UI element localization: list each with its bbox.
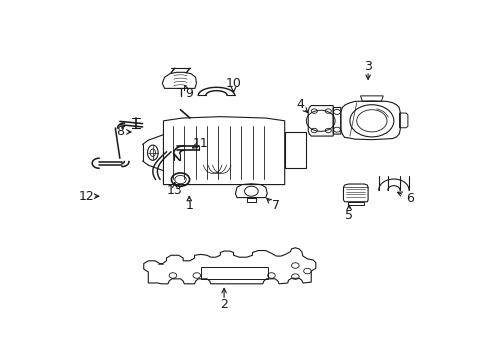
Text: 2: 2 bbox=[220, 298, 227, 311]
Text: 5: 5 bbox=[345, 208, 352, 221]
Text: 4: 4 bbox=[295, 98, 303, 111]
Text: 6: 6 bbox=[405, 192, 413, 205]
Text: 11: 11 bbox=[192, 137, 208, 150]
Text: 8: 8 bbox=[116, 125, 123, 138]
Text: 13: 13 bbox=[166, 184, 183, 197]
Text: 10: 10 bbox=[225, 77, 241, 90]
Text: 3: 3 bbox=[364, 60, 371, 73]
Text: 1: 1 bbox=[185, 199, 193, 212]
Text: 12: 12 bbox=[79, 190, 95, 203]
Text: 9: 9 bbox=[185, 87, 193, 100]
Text: 7: 7 bbox=[272, 199, 280, 212]
